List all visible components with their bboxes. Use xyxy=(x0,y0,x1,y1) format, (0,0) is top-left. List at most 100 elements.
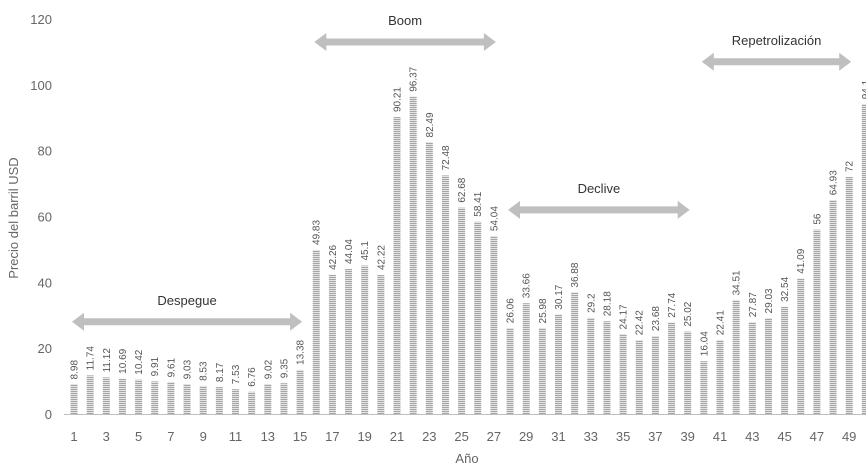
phase-arrow xyxy=(72,312,303,331)
x-tick-label: 39 xyxy=(680,429,694,444)
bar xyxy=(668,322,676,414)
data-label: 6.76 xyxy=(247,367,258,387)
bar xyxy=(280,383,288,414)
data-label: 22.42 xyxy=(635,310,646,335)
x-tick-label: 27 xyxy=(487,429,501,444)
data-label: 44.04 xyxy=(344,239,355,264)
bar xyxy=(651,336,659,414)
bar xyxy=(797,278,805,414)
bar xyxy=(748,322,756,414)
data-label: 64.93 xyxy=(829,170,840,195)
data-label: 72.48 xyxy=(441,145,452,170)
data-label: 22.41 xyxy=(716,310,727,335)
data-label: 42.26 xyxy=(328,244,339,269)
y-tick-label: 120 xyxy=(30,12,52,27)
data-label: 8.17 xyxy=(215,362,226,382)
data-label: 41.09 xyxy=(796,248,807,273)
phase-arrow xyxy=(701,52,852,71)
x-tick-label: 29 xyxy=(519,429,533,444)
bar xyxy=(813,229,821,414)
y-axis-ticks: 0 20 40 60 80 100 120 xyxy=(30,12,52,422)
bar xyxy=(555,314,562,414)
x-tick-label: 37 xyxy=(648,429,662,444)
bar xyxy=(70,384,78,414)
phase-label: Repetrolización xyxy=(732,33,822,48)
x-tick-label: 21 xyxy=(390,429,404,444)
bar xyxy=(328,274,336,414)
bar xyxy=(151,381,159,414)
data-label: 82.49 xyxy=(425,112,436,137)
x-tick-label: 9 xyxy=(200,429,207,444)
bar xyxy=(474,221,482,414)
bar xyxy=(264,384,272,414)
data-label: 16.04 xyxy=(699,331,710,356)
data-label: 96.37 xyxy=(409,66,420,91)
bar xyxy=(700,361,708,414)
data-label: 56 xyxy=(812,213,823,225)
bar xyxy=(377,275,385,414)
bar xyxy=(393,117,401,414)
data-label: 8.98 xyxy=(70,360,81,380)
x-tick-label: 45 xyxy=(777,429,791,444)
bar xyxy=(345,269,353,414)
bar xyxy=(458,207,466,414)
bar xyxy=(603,321,611,414)
data-label: 54.04 xyxy=(489,206,500,231)
x-tick-label: 5 xyxy=(135,429,142,444)
bar xyxy=(248,391,256,414)
bar xyxy=(635,340,643,414)
data-label: 32.54 xyxy=(780,276,791,301)
bar xyxy=(571,292,579,414)
data-label: 25.02 xyxy=(683,301,694,326)
bar xyxy=(861,104,866,415)
bar xyxy=(183,384,191,414)
data-label: 29.2 xyxy=(586,293,597,313)
x-tick-label: 35 xyxy=(616,429,630,444)
bar xyxy=(506,328,514,414)
bar xyxy=(732,300,740,414)
data-label: 13.38 xyxy=(296,339,307,364)
data-labels: 8.98 11.74 11.12 10.69 10.42 9.91 9.61 9.03 8.53… xyxy=(70,66,866,386)
data-label: 27.74 xyxy=(667,292,678,317)
x-axis-ticks: 1 3 5 7 9 11 13 15 17 19 21 23 25 27 29 31 33 35 37 39 41 43 4… xyxy=(70,429,856,444)
x-tick-label: 17 xyxy=(325,429,339,444)
bar xyxy=(102,377,110,414)
x-tick-label: 11 xyxy=(229,429,243,444)
data-label: 9.03 xyxy=(183,359,194,379)
bar xyxy=(86,375,94,414)
x-tick-label: 47 xyxy=(810,429,824,444)
data-label: 9.02 xyxy=(263,359,274,379)
bar xyxy=(312,249,320,414)
data-label: 28.18 xyxy=(602,291,613,316)
phase-label: Despegue xyxy=(157,293,216,308)
y-tick-label: 20 xyxy=(38,341,52,356)
data-label: 10.69 xyxy=(118,348,129,373)
x-tick-label: 3 xyxy=(103,429,110,444)
data-label: 49.83 xyxy=(312,220,323,245)
x-tick-label: 31 xyxy=(551,429,565,444)
y-tick-label: 40 xyxy=(38,275,52,290)
data-label: 72 xyxy=(845,160,856,172)
bars xyxy=(70,96,866,415)
phase-annotations: Despegue Boom Declive Repetrolización xyxy=(72,13,852,331)
data-label: 9.91 xyxy=(150,356,161,376)
bar xyxy=(215,387,223,414)
phase-label: Declive xyxy=(578,181,621,196)
y-tick-label: 60 xyxy=(38,210,52,225)
y-tick-label: 80 xyxy=(38,144,52,159)
data-label: 62.68 xyxy=(457,177,468,202)
x-tick-label: 13 xyxy=(261,429,275,444)
data-label: 26.06 xyxy=(506,298,517,323)
x-tick-label: 33 xyxy=(584,429,598,444)
bar xyxy=(587,317,595,414)
data-label: 10.42 xyxy=(134,349,145,374)
data-label: 33.66 xyxy=(522,273,533,298)
data-label: 94.1 xyxy=(861,79,866,99)
x-tick-label: 15 xyxy=(293,429,307,444)
bar xyxy=(118,378,126,414)
phase-arrow xyxy=(508,200,690,219)
data-label: 7.53 xyxy=(231,364,242,384)
bar xyxy=(425,142,433,415)
bar xyxy=(781,306,789,414)
phase-label: Boom xyxy=(388,13,422,28)
